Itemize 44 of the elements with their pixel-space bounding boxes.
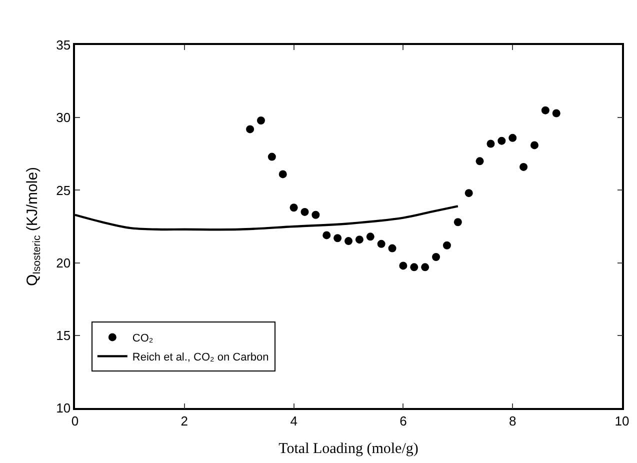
point bbox=[322, 231, 331, 240]
legend-label: Reich et al., CO₂ on Carbon bbox=[132, 351, 269, 364]
point bbox=[520, 162, 528, 171]
point bbox=[268, 152, 276, 161]
point bbox=[399, 262, 408, 270]
x-tick-label: 0 bbox=[71, 413, 79, 428]
point bbox=[334, 234, 342, 242]
point bbox=[355, 236, 364, 244]
y-tick-label: 15 bbox=[56, 328, 71, 343]
point bbox=[508, 134, 517, 142]
y-tick-label: 25 bbox=[56, 182, 71, 198]
point bbox=[377, 240, 386, 248]
point bbox=[312, 210, 320, 219]
point bbox=[432, 252, 440, 261]
point bbox=[300, 208, 309, 216]
point bbox=[464, 189, 473, 198]
y-tick-label: 10 bbox=[56, 400, 71, 416]
point bbox=[530, 141, 538, 150]
x-tick-label: 4 bbox=[290, 413, 298, 428]
legend-label: CO₂ bbox=[132, 332, 154, 344]
point bbox=[410, 263, 418, 272]
point bbox=[290, 204, 298, 212]
x-tick-label: 2 bbox=[180, 413, 188, 428]
point bbox=[552, 109, 560, 118]
point bbox=[256, 116, 265, 124]
y-tick-label: 20 bbox=[56, 255, 71, 270]
point bbox=[442, 241, 451, 250]
point bbox=[498, 136, 506, 145]
point bbox=[476, 157, 484, 166]
x-tick-label: 8 bbox=[508, 413, 516, 428]
point bbox=[388, 244, 396, 252]
x-tick-label: 6 bbox=[400, 413, 407, 428]
point bbox=[344, 237, 352, 246]
point bbox=[541, 106, 550, 114]
point bbox=[246, 125, 254, 134]
y-tick-label: 30 bbox=[56, 110, 71, 126]
point bbox=[366, 232, 374, 241]
x-axis-title: Total Loading (mole/g) bbox=[278, 440, 418, 457]
x-tick-label: 10 bbox=[614, 413, 630, 428]
y-tick-label: 35 bbox=[56, 38, 71, 53]
point bbox=[278, 170, 287, 178]
point bbox=[486, 140, 495, 148]
point bbox=[454, 218, 462, 226]
point bbox=[421, 263, 430, 272]
